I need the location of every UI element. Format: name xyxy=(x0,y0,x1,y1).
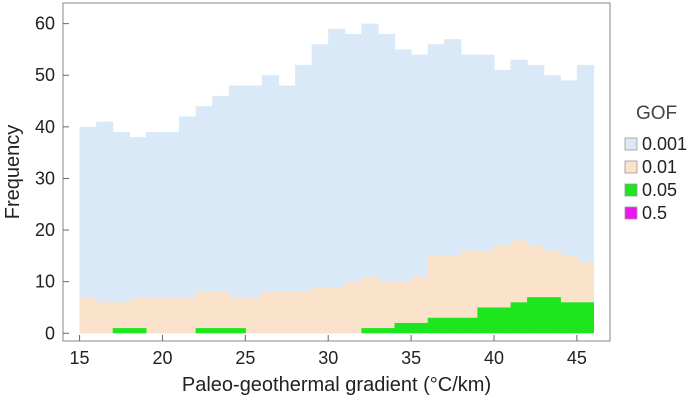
bar xyxy=(361,328,379,334)
legend-label: 0.05 xyxy=(642,180,677,200)
bar xyxy=(411,54,429,334)
bar xyxy=(129,328,147,334)
bar xyxy=(145,297,164,334)
y-tick-label: 20 xyxy=(35,220,55,240)
bar xyxy=(228,85,246,334)
bar xyxy=(311,286,329,334)
bar xyxy=(411,322,429,334)
bar xyxy=(510,302,528,334)
bar xyxy=(278,291,296,334)
bar xyxy=(460,317,478,334)
bar xyxy=(295,291,313,334)
series-0-05 xyxy=(112,297,595,334)
bar xyxy=(543,297,561,334)
y-axis-title: Frequency xyxy=(2,125,24,220)
bar xyxy=(162,132,180,334)
bar xyxy=(427,317,445,334)
bar xyxy=(444,317,462,334)
bar xyxy=(162,297,180,334)
bar xyxy=(328,286,346,334)
bar xyxy=(295,64,313,334)
bar xyxy=(527,297,545,334)
bar xyxy=(79,126,97,334)
x-tick-label: 15 xyxy=(70,348,90,368)
bar xyxy=(112,328,130,334)
bar xyxy=(195,291,213,334)
bar xyxy=(195,328,213,334)
bar xyxy=(79,297,97,334)
bar xyxy=(228,328,246,334)
histogram-bars xyxy=(79,23,595,334)
bar xyxy=(245,297,263,334)
bar xyxy=(179,297,197,334)
plot-frame xyxy=(62,2,611,342)
bar xyxy=(361,23,379,334)
y-tick-label: 40 xyxy=(35,117,55,137)
y-tick-label: 0 xyxy=(45,323,55,343)
bar xyxy=(195,106,213,334)
legend-swatch xyxy=(624,137,638,151)
x-tick-label: 35 xyxy=(401,348,421,368)
bar xyxy=(96,302,114,334)
bar xyxy=(261,75,280,334)
bar xyxy=(377,328,396,334)
y-tick-label: 60 xyxy=(35,14,55,34)
legend-title: GOF xyxy=(636,103,677,124)
y-tick-label: 30 xyxy=(35,168,55,188)
bar xyxy=(212,291,230,334)
bar xyxy=(560,302,578,334)
bar xyxy=(129,137,147,334)
bar xyxy=(212,95,230,334)
axis-ticks: 15 20 25 30 35 40 45 0 10 20 30 40 50 60 xyxy=(35,14,587,368)
bar xyxy=(228,297,246,334)
bar xyxy=(394,49,412,334)
bar xyxy=(394,322,412,334)
legend-swatch xyxy=(624,183,638,197)
bar xyxy=(377,33,396,334)
bar xyxy=(212,328,230,334)
legend-swatch xyxy=(624,206,638,220)
bar xyxy=(145,132,164,334)
bar xyxy=(477,307,495,334)
bar xyxy=(460,250,478,334)
legend-label: 0.01 xyxy=(642,157,677,177)
bar xyxy=(344,281,362,334)
x-tick-label: 30 xyxy=(318,348,338,368)
y-tick-label: 10 xyxy=(35,272,55,292)
legend-label: 0.5 xyxy=(642,203,667,223)
bar xyxy=(427,255,445,334)
bar xyxy=(411,276,429,334)
bar xyxy=(361,276,379,334)
legend-label: 0.001 xyxy=(642,134,687,154)
bar xyxy=(261,291,280,334)
y-tick-label: 50 xyxy=(35,65,55,85)
bar xyxy=(576,302,595,334)
bar xyxy=(377,281,396,334)
bar xyxy=(311,44,329,334)
bar xyxy=(278,85,296,334)
bar xyxy=(96,121,114,334)
bar xyxy=(179,116,197,334)
x-tick-label: 25 xyxy=(235,348,255,368)
bar xyxy=(493,307,512,334)
legend-swatch xyxy=(624,160,638,174)
bar xyxy=(344,33,362,334)
x-tick-label: 45 xyxy=(567,348,587,368)
bar xyxy=(245,85,263,334)
bar xyxy=(444,255,462,334)
bar xyxy=(112,302,130,334)
bar xyxy=(112,132,130,334)
bar xyxy=(328,28,346,334)
x-tick-label: 40 xyxy=(484,348,504,368)
x-tick-label: 20 xyxy=(152,348,172,368)
bar xyxy=(129,297,147,334)
x-axis-title: Paleo-geothermal gradient (°C/km) xyxy=(182,374,491,396)
bar xyxy=(394,281,412,334)
legend: GOF 0.001 0.01 0.05 0.5 xyxy=(624,103,687,223)
